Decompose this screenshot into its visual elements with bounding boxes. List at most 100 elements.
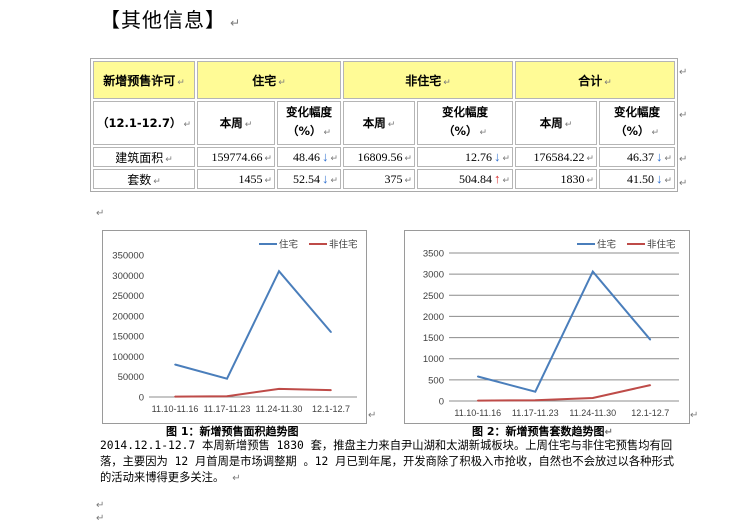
- sub-header-week: 本周 ↵: [197, 101, 275, 145]
- data-point: [591, 397, 594, 399]
- value: 504.84: [458, 172, 492, 186]
- data-point: [534, 390, 537, 393]
- presale-stats-table: 新增预售许可 ↵ 住宅 ↵ 非住宅 ↵ 合计 ↵ （12.1-12.7） ↵ 本周 ↵ 变化…: [90, 58, 678, 192]
- paragraph-mark: ↵: [96, 500, 105, 511]
- group-header-residential: 住宅 ↵: [197, 61, 341, 99]
- data-point: [226, 377, 228, 380]
- paragraph-mark: ↵: [278, 77, 286, 88]
- data-point: [330, 389, 332, 391]
- paragraph-mark: ↵: [502, 175, 510, 185]
- paragraph-mark: ↵: [230, 16, 242, 30]
- table-title-cell: 新增预售许可 ↵: [93, 61, 195, 99]
- sub-header-change: 变化幅度 （%） ↵: [599, 101, 675, 145]
- sub-header-label: 本周: [219, 116, 243, 130]
- paragraph-mark: ↵: [244, 120, 253, 130]
- value: 16809.56: [357, 149, 403, 164]
- non-week-cell: 375 ↵: [343, 169, 415, 189]
- data-point: [330, 331, 332, 333]
- paragraph-mark: ↵: [502, 153, 510, 163]
- res-change-cell: 52.54 ↓ ↵: [277, 169, 341, 189]
- data-point: [174, 363, 176, 366]
- group-header-non-residential: 非住宅 ↵: [343, 61, 513, 99]
- series-line-non-residential: [174, 387, 332, 398]
- group-label: 合计: [578, 73, 603, 88]
- legend-label: 住宅: [597, 239, 616, 251]
- data-point: [649, 384, 652, 386]
- paragraph-mark: ↵: [443, 77, 451, 88]
- table-row: 套数 ↵ 1455 ↵ 52.54 ↓ ↵ 375 ↵ 504.84 ↑ ↵ 1830 ↵ 41…: [93, 169, 675, 189]
- value: 41.50: [626, 172, 654, 186]
- paragraph-mark: ↵: [564, 120, 573, 130]
- sub-header-label: 变化幅度: [286, 105, 332, 119]
- tot-week-cell: 1830 ↵: [515, 169, 597, 189]
- paragraph-mark: ↵: [679, 67, 688, 78]
- paragraph-mark: ↵: [679, 154, 688, 165]
- paragraph-mark: ↵: [679, 178, 688, 189]
- sub-header-label: 本周: [362, 116, 386, 130]
- paragraph-mark: ↵: [664, 175, 672, 185]
- paragraph-mark: ↵: [387, 120, 396, 130]
- data-point: [534, 399, 537, 401]
- group-label: 住宅: [252, 73, 277, 88]
- value: 159774.66: [211, 149, 263, 164]
- sub-header-week: 本周 ↵: [343, 101, 415, 145]
- tot-change-cell: 46.37 ↓ ↵: [599, 147, 675, 167]
- data-point: [476, 375, 479, 378]
- y-tick-label: 0: [139, 393, 144, 404]
- arrow-up-icon: ↑: [493, 171, 501, 186]
- arrow-down-icon: ↓: [493, 149, 501, 164]
- non-week-cell: 16809.56 ↵: [343, 147, 415, 167]
- paragraph-mark: ↵: [586, 152, 594, 163]
- presale-stats-table-wrap: 新增预售许可 ↵ 住宅 ↵ 非住宅 ↵ 合计 ↵ （12.1-12.7） ↵ 本周 ↵ 变化…: [90, 58, 678, 192]
- paragraph-mark: ↵: [96, 513, 105, 524]
- series-line-non-residential: [477, 384, 651, 402]
- paragraph-mark: ↵: [232, 473, 241, 484]
- value: 1455: [238, 171, 263, 186]
- summary-paragraph: 2014.12.1-12.7 本周新增预售 1830 套，推盘主力来自尹山湖和太…: [100, 438, 680, 487]
- sub-header-label: 本周: [539, 116, 563, 130]
- data-point: [649, 338, 652, 341]
- sub-header-label: 变化幅度: [614, 105, 660, 119]
- y-tick-label: 1000: [423, 354, 444, 365]
- y-tick-label: 2500: [423, 291, 444, 302]
- y-tick-label: 1500: [423, 333, 444, 344]
- section-heading: 【其他信息】 ↵: [100, 4, 241, 33]
- arrow-down-icon: ↓: [655, 149, 663, 164]
- arrow-down-icon: ↓: [321, 149, 329, 164]
- res-change-cell: 48.46 ↓ ↵: [277, 147, 341, 167]
- legend-label: 非住宅: [647, 239, 676, 251]
- paragraph-mark: ↵: [330, 153, 338, 163]
- group-header-total: 合计 ↵: [515, 61, 675, 99]
- value: 48.46: [292, 150, 320, 164]
- paragraph-mark: ↵: [330, 175, 338, 185]
- paragraph-mark: ↵: [604, 427, 613, 438]
- sub-header-week: 本周 ↵: [515, 101, 597, 145]
- y-tick-label: 300000: [112, 271, 144, 282]
- value: 12.76: [464, 150, 492, 164]
- paragraph-mark: ↵: [586, 174, 594, 185]
- paragraph-mark: ↵: [368, 410, 377, 421]
- row-label-text: 建筑面积: [115, 150, 164, 165]
- x-tick-label: 11.24-11.30: [256, 404, 303, 414]
- y-tick-label: 2000: [423, 312, 444, 323]
- period-cell: （12.1-12.7） ↵: [93, 101, 195, 145]
- data-point: [476, 399, 479, 402]
- figure-caption-1: 图 1：新增预售面积趋势图: [166, 423, 298, 439]
- series-line-residential: [477, 269, 652, 393]
- paragraph-mark: ↵: [604, 77, 612, 88]
- paragraph-mark: ↵: [679, 110, 688, 121]
- paragraph-mark: ↵: [177, 77, 185, 88]
- data-point: [226, 395, 228, 397]
- units-trend-chart-svg: 0 500 1000 1500 2000 2500 3000 3500 11.10-11.16 1…: [423, 239, 679, 418]
- group-label: 非住宅: [405, 73, 442, 88]
- y-tick-label: 200000: [112, 311, 144, 322]
- sub-header-label: 变化幅度: [442, 105, 488, 119]
- paragraph-mark: ↵: [264, 174, 272, 185]
- paragraph-mark: ↵: [404, 152, 412, 163]
- arrow-down-icon: ↓: [321, 171, 329, 186]
- value: 1830: [560, 171, 585, 186]
- paragraph-mark: ↵: [96, 208, 105, 219]
- sub-header-label: （%）: [614, 124, 650, 138]
- sub-header-change: 变化幅度 （%） ↵: [417, 101, 513, 145]
- summary-text: 2014.12.1-12.7 本周新增预售 1830 套，推盘主力来自尹山湖和太…: [100, 439, 675, 484]
